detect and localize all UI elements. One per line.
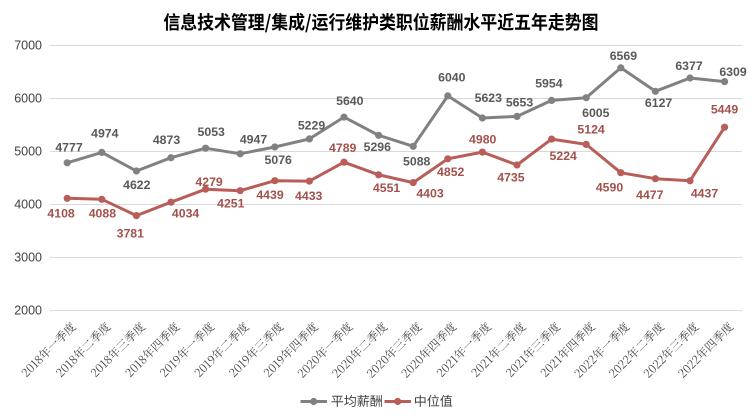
svg-text:5449: 5449 — [711, 102, 739, 116]
svg-text:4279: 4279 — [195, 175, 223, 189]
svg-text:4590: 4590 — [596, 180, 624, 194]
svg-text:6000: 6000 — [14, 92, 42, 106]
svg-text:6569: 6569 — [610, 49, 638, 63]
svg-text:4477: 4477 — [636, 188, 664, 202]
svg-text:5229: 5229 — [298, 119, 326, 133]
svg-text:3781: 3781 — [117, 227, 145, 241]
svg-text:6377: 6377 — [675, 59, 703, 73]
svg-text:4947: 4947 — [240, 133, 268, 147]
svg-text:4437: 4437 — [691, 186, 719, 200]
svg-text:5623: 5623 — [475, 91, 503, 105]
svg-text:5000: 5000 — [14, 145, 42, 159]
svg-text:4403: 4403 — [416, 187, 444, 201]
svg-text:6127: 6127 — [645, 96, 673, 110]
svg-text:5954: 5954 — [535, 77, 563, 91]
svg-text:4551: 4551 — [373, 181, 401, 195]
svg-text:2000: 2000 — [14, 304, 42, 318]
svg-text:4777: 4777 — [55, 140, 83, 154]
svg-text:6309: 6309 — [719, 65, 747, 79]
svg-text:5640: 5640 — [336, 94, 364, 108]
svg-text:7000: 7000 — [14, 39, 42, 53]
svg-text:4034: 4034 — [172, 206, 200, 220]
svg-text:4622: 4622 — [123, 178, 151, 192]
svg-text:5224: 5224 — [550, 149, 578, 163]
svg-text:4000: 4000 — [14, 198, 42, 212]
svg-text:4980: 4980 — [469, 132, 497, 146]
svg-text:4251: 4251 — [217, 196, 245, 210]
svg-text:4433: 4433 — [295, 189, 323, 203]
svg-text:6005: 6005 — [582, 106, 610, 120]
svg-text:5653: 5653 — [506, 96, 534, 110]
svg-text:4852: 4852 — [437, 165, 465, 179]
svg-text:4108: 4108 — [47, 207, 75, 221]
svg-text:6040: 6040 — [438, 71, 466, 85]
svg-text:4088: 4088 — [89, 207, 117, 221]
svg-text:5088: 5088 — [403, 154, 431, 168]
svg-text:5124: 5124 — [577, 123, 605, 137]
svg-text:5076: 5076 — [265, 153, 293, 167]
svg-text:5296: 5296 — [364, 140, 392, 154]
svg-text:4735: 4735 — [497, 170, 525, 184]
svg-text:4974: 4974 — [91, 126, 119, 140]
svg-text:3000: 3000 — [14, 251, 42, 265]
svg-text:4789: 4789 — [329, 141, 357, 155]
svg-text:4873: 4873 — [153, 133, 181, 147]
svg-text:4439: 4439 — [256, 188, 284, 202]
svg-text:5053: 5053 — [198, 125, 226, 139]
